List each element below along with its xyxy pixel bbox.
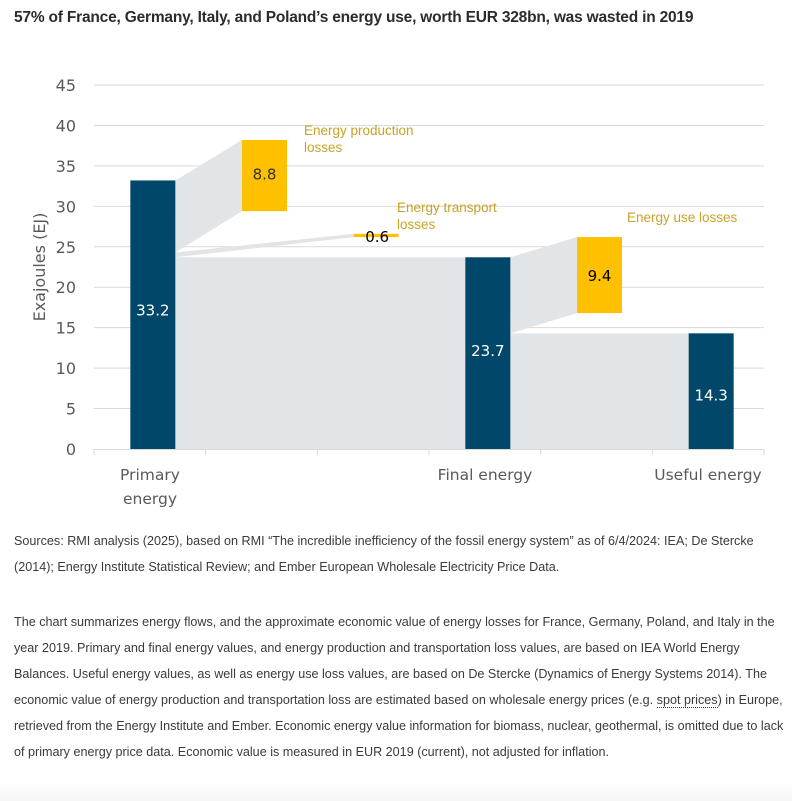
description-text-2: ) in Europe, retrieved from the Energy I… (14, 693, 784, 759)
flow-production-loss (175, 140, 242, 253)
value-label-production-loss: 8.8 (253, 166, 277, 184)
annotation-production-line2: losses (304, 140, 343, 155)
y-axis-title: Exajoules (EJ) (30, 213, 49, 322)
bar-final-energy (465, 257, 511, 449)
bar-useful-energy (688, 333, 734, 449)
y-tick-label: 25 (56, 238, 76, 257)
y-tick-label: 40 (56, 116, 76, 135)
spot-prices-link[interactable]: spot prices (656, 693, 718, 708)
description-text-1: The chart summarizes energy flows, and t… (14, 615, 775, 707)
value-label-use-loss: 9.4 (588, 267, 612, 285)
y-tick-label: 15 (56, 319, 76, 338)
flow-use-loss (510, 237, 577, 334)
annotation-transport-line2: losses (397, 217, 436, 232)
y-tick-label: 5 (66, 400, 76, 419)
value-label-transport-loss: 0.6 (365, 228, 389, 246)
bar-transport-loss (353, 233, 399, 238)
sources-note: Sources: RMI analysis (2025), based on R… (14, 534, 754, 574)
flow-final-to-useful (510, 333, 689, 449)
x-label-primary-line1: Primary (120, 466, 180, 484)
y-tick-label: 45 (56, 76, 76, 95)
bar-production-loss (242, 140, 287, 212)
annotation-transport-line1: Energy transport (397, 200, 497, 215)
y-tick-label: 30 (56, 197, 76, 216)
flow-bands (175, 140, 689, 449)
bars (130, 140, 734, 449)
labels: 0 5 10 15 20 25 30 35 40 45 Exajoules (EJ) 33.2 23.7… (30, 76, 762, 508)
y-tick-label: 10 (56, 359, 76, 378)
value-label-final: 23.7 (471, 342, 504, 360)
value-label-useful: 14.3 (694, 386, 727, 404)
x-label-final: Final energy (438, 466, 533, 484)
x-label-primary-line2: energy (123, 490, 177, 508)
value-label-primary: 33.2 (136, 302, 169, 320)
flow-primary-to-final (175, 257, 466, 449)
page-bottom-fade (0, 781, 792, 801)
chart-description: The chart summarizes energy flows, and t… (14, 609, 784, 765)
annotation-production-line1: Energy production (304, 123, 414, 138)
y-tick-label: 20 (56, 278, 76, 297)
bar-use-loss (577, 237, 622, 314)
annotation-use: Energy use losses (627, 210, 738, 225)
x-label-useful: Useful energy (654, 466, 761, 484)
y-tick-label: 35 (56, 157, 76, 176)
chart-title: 57% of France, Germany, Italy, and Polan… (14, 9, 694, 26)
flow-transport-loss (175, 233, 354, 258)
waterfall-chart: 0 5 10 15 20 25 30 35 40 45 Exajoules (EJ) 33.2 23.7… (30, 76, 765, 508)
y-tick-label: 0 (66, 440, 76, 459)
bar-primary-energy (130, 180, 176, 449)
